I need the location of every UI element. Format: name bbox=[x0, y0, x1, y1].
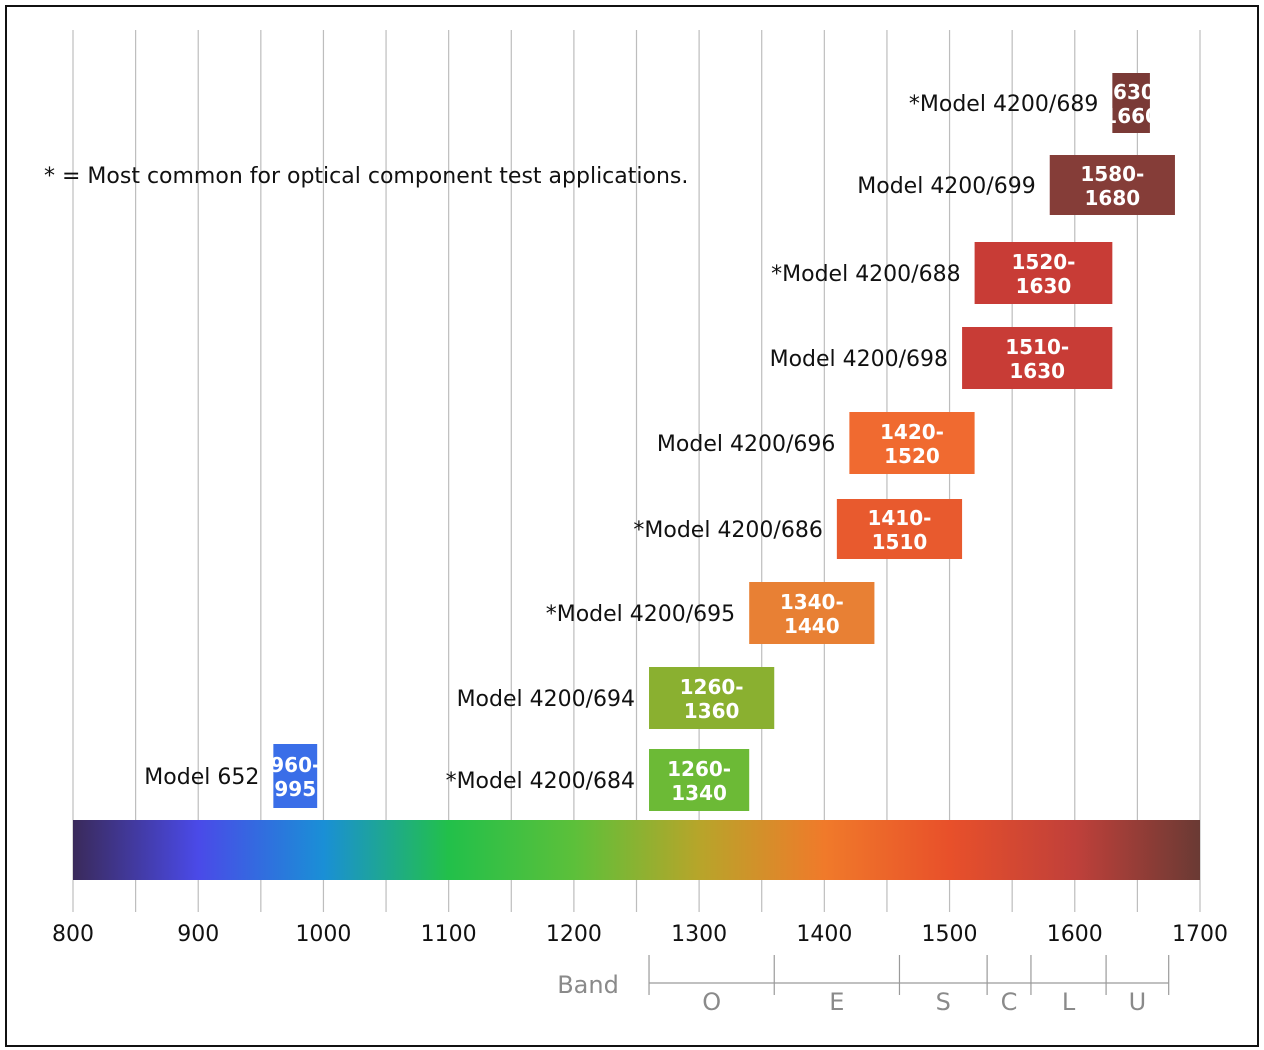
range-bar-group: 1260-1360 Model 4200/694 bbox=[457, 667, 775, 729]
band-name: C bbox=[1001, 988, 1018, 1016]
range-bar-group: 1630-1660*Model 4200/689 bbox=[909, 73, 1163, 133]
x-axis-ticks: 800 900 1000 1100 1200 1300 1400 1500 1600 1700 bbox=[52, 922, 1228, 947]
range-bar-group: 1340-1440 *Model 4200/695 bbox=[546, 582, 875, 644]
range-label-start: 960- bbox=[270, 753, 320, 777]
band-name: U bbox=[1129, 988, 1147, 1016]
x-tick-label: 1000 bbox=[295, 922, 351, 947]
x-tick-label: 1400 bbox=[796, 922, 852, 947]
range-label-start: 1510- bbox=[1005, 335, 1069, 359]
model-label: Model 4200/699 bbox=[857, 174, 1035, 199]
model-label: *Model 4200/689 bbox=[909, 92, 1098, 117]
band-name: S bbox=[936, 988, 951, 1016]
x-tick-label: 1600 bbox=[1047, 922, 1103, 947]
range-label-start: 1340- bbox=[780, 590, 844, 614]
x-tick-label: 800 bbox=[52, 922, 94, 947]
range-label-end: 1340 bbox=[671, 781, 727, 805]
range-bar bbox=[1112, 73, 1150, 133]
range-bar-group: 1510-1630 Model 4200/698 bbox=[770, 327, 1113, 389]
range-bar bbox=[849, 412, 975, 474]
model-label: *Model 4200/688 bbox=[771, 262, 960, 287]
range-label-start: 1580- bbox=[1080, 162, 1144, 186]
range-label-end: 1680 bbox=[1085, 186, 1141, 210]
range-bar bbox=[649, 749, 750, 811]
range-bar bbox=[962, 327, 1113, 389]
range-bar-group: 1260-1340 *Model 4200/684 bbox=[446, 749, 750, 811]
band-name: O bbox=[702, 988, 721, 1016]
range-label-end: 1630 bbox=[1009, 359, 1065, 383]
band-name: E bbox=[829, 988, 844, 1016]
model-label: *Model 4200/684 bbox=[446, 769, 635, 794]
model-label: *Model 4200/695 bbox=[546, 602, 735, 627]
model-label: *Model 4200/686 bbox=[633, 518, 822, 543]
range-label-start: 1260- bbox=[680, 675, 744, 699]
spectrum-bar bbox=[73, 820, 1200, 880]
range-label-end: 1440 bbox=[784, 614, 840, 638]
band-title: Band bbox=[557, 971, 619, 999]
range-label-start: 1520- bbox=[1011, 250, 1075, 274]
x-tick-label: 1700 bbox=[1172, 922, 1228, 947]
range-bar bbox=[1049, 155, 1175, 215]
range-bar-group: 1420-1520 Model 4200/696 bbox=[657, 412, 975, 474]
range-label-end: 995 bbox=[274, 777, 316, 801]
range-bar bbox=[649, 667, 775, 729]
range-bar-group: 960-995 Model 652 bbox=[144, 744, 320, 808]
range-label-start: 1420- bbox=[880, 420, 944, 444]
band-name: L bbox=[1062, 988, 1076, 1016]
range-label-end: 1630 bbox=[1016, 274, 1072, 298]
range-label-end: 1360 bbox=[684, 699, 740, 723]
x-tick-label: 1500 bbox=[922, 922, 978, 947]
x-tick-label: 1300 bbox=[671, 922, 727, 947]
range-label-end: 1520 bbox=[884, 444, 940, 468]
range-bar-group: 1410-1510 *Model 4200/686 bbox=[633, 499, 963, 559]
band-legend: Band O E S C L U bbox=[557, 955, 1170, 1016]
range-bar-group: 1520-1630 *Model 4200/688 bbox=[771, 242, 1113, 304]
range-label-start: 1630- bbox=[1099, 80, 1163, 104]
model-label: Model 4200/696 bbox=[657, 432, 835, 457]
range-label-start: 1260- bbox=[667, 757, 731, 781]
range-bar bbox=[749, 582, 875, 644]
range-label-end: 1510 bbox=[872, 530, 928, 554]
footnote-note: * = Most common for optical component te… bbox=[44, 164, 688, 189]
range-bar bbox=[974, 242, 1113, 304]
model-label: Model 652 bbox=[144, 765, 259, 790]
range-bar bbox=[836, 499, 963, 559]
range-label-start: 1410- bbox=[867, 506, 931, 530]
x-tick-label: 900 bbox=[177, 922, 219, 947]
range-bar-group: 1580-1680 Model 4200/699 bbox=[857, 155, 1175, 215]
range-bar bbox=[273, 744, 318, 808]
grid-lines bbox=[72, 30, 1201, 912]
range-label-end: 1660 bbox=[1103, 104, 1159, 128]
x-tick-label: 1200 bbox=[546, 922, 602, 947]
x-tick-label: 1100 bbox=[421, 922, 477, 947]
model-label: Model 4200/698 bbox=[770, 347, 948, 372]
model-label: Model 4200/694 bbox=[457, 687, 635, 712]
model-ranges: 1630-1660*Model 4200/689 1580-1680 Model 4… bbox=[144, 73, 1175, 811]
